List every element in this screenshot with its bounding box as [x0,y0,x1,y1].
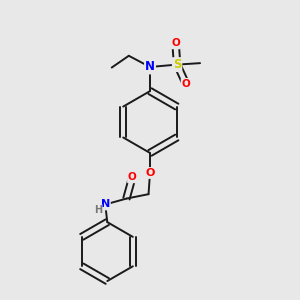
Text: H: H [94,205,102,215]
Text: S: S [173,58,181,71]
Text: O: O [171,38,180,48]
Text: O: O [128,172,137,182]
Text: N: N [145,61,155,74]
Text: O: O [145,168,155,178]
Text: N: N [100,200,110,209]
Text: O: O [182,79,190,89]
